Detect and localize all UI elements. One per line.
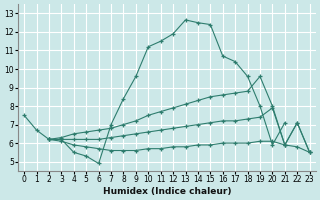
X-axis label: Humidex (Indice chaleur): Humidex (Indice chaleur) [103,187,231,196]
